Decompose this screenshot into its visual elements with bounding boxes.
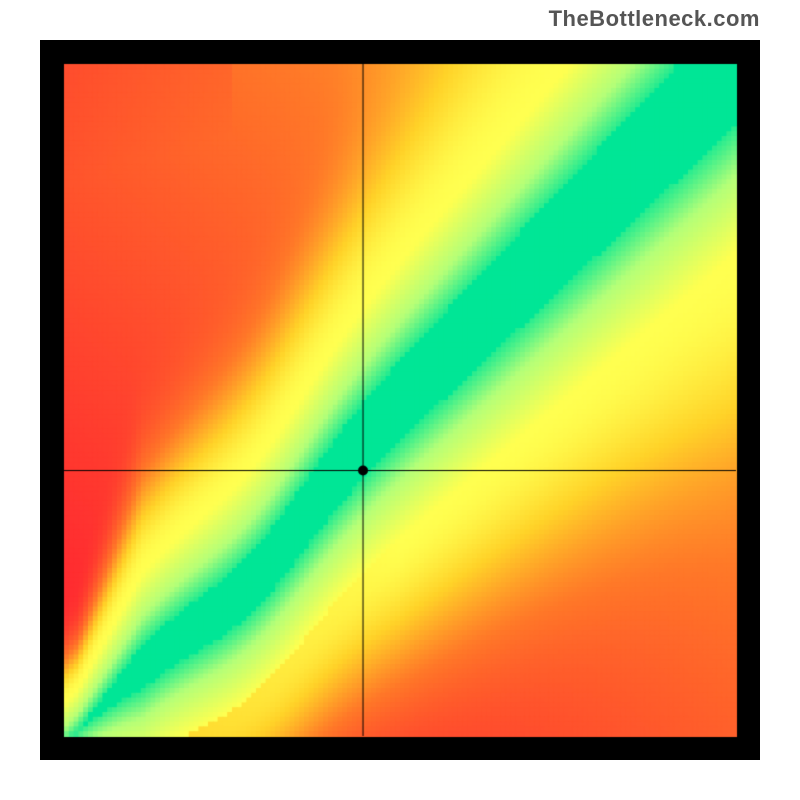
watermark-text: TheBottleneck.com [549, 6, 760, 32]
heatmap-plot [40, 40, 760, 760]
heatmap-canvas [40, 40, 760, 760]
